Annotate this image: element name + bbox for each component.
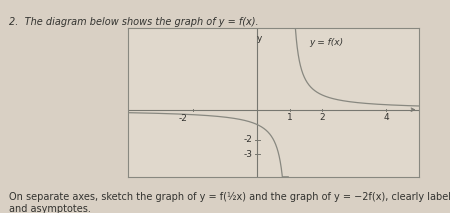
Text: -2: -2 bbox=[179, 114, 188, 123]
Text: y = f(x): y = f(x) bbox=[309, 37, 343, 46]
Text: y: y bbox=[257, 34, 262, 43]
Text: -2: -2 bbox=[243, 135, 252, 144]
Text: 4: 4 bbox=[383, 113, 389, 122]
Text: and asymptotes.: and asymptotes. bbox=[9, 204, 91, 213]
Text: 2: 2 bbox=[319, 113, 324, 122]
Text: 1: 1 bbox=[287, 113, 292, 122]
Text: 2.  The diagram below shows the graph of y = f(x).: 2. The diagram below shows the graph of … bbox=[9, 17, 259, 27]
Text: On separate axes, sketch the graph of y = f(½x) and the graph of y = −2f(x), cle: On separate axes, sketch the graph of y … bbox=[9, 192, 450, 202]
Text: -3: -3 bbox=[243, 150, 252, 159]
